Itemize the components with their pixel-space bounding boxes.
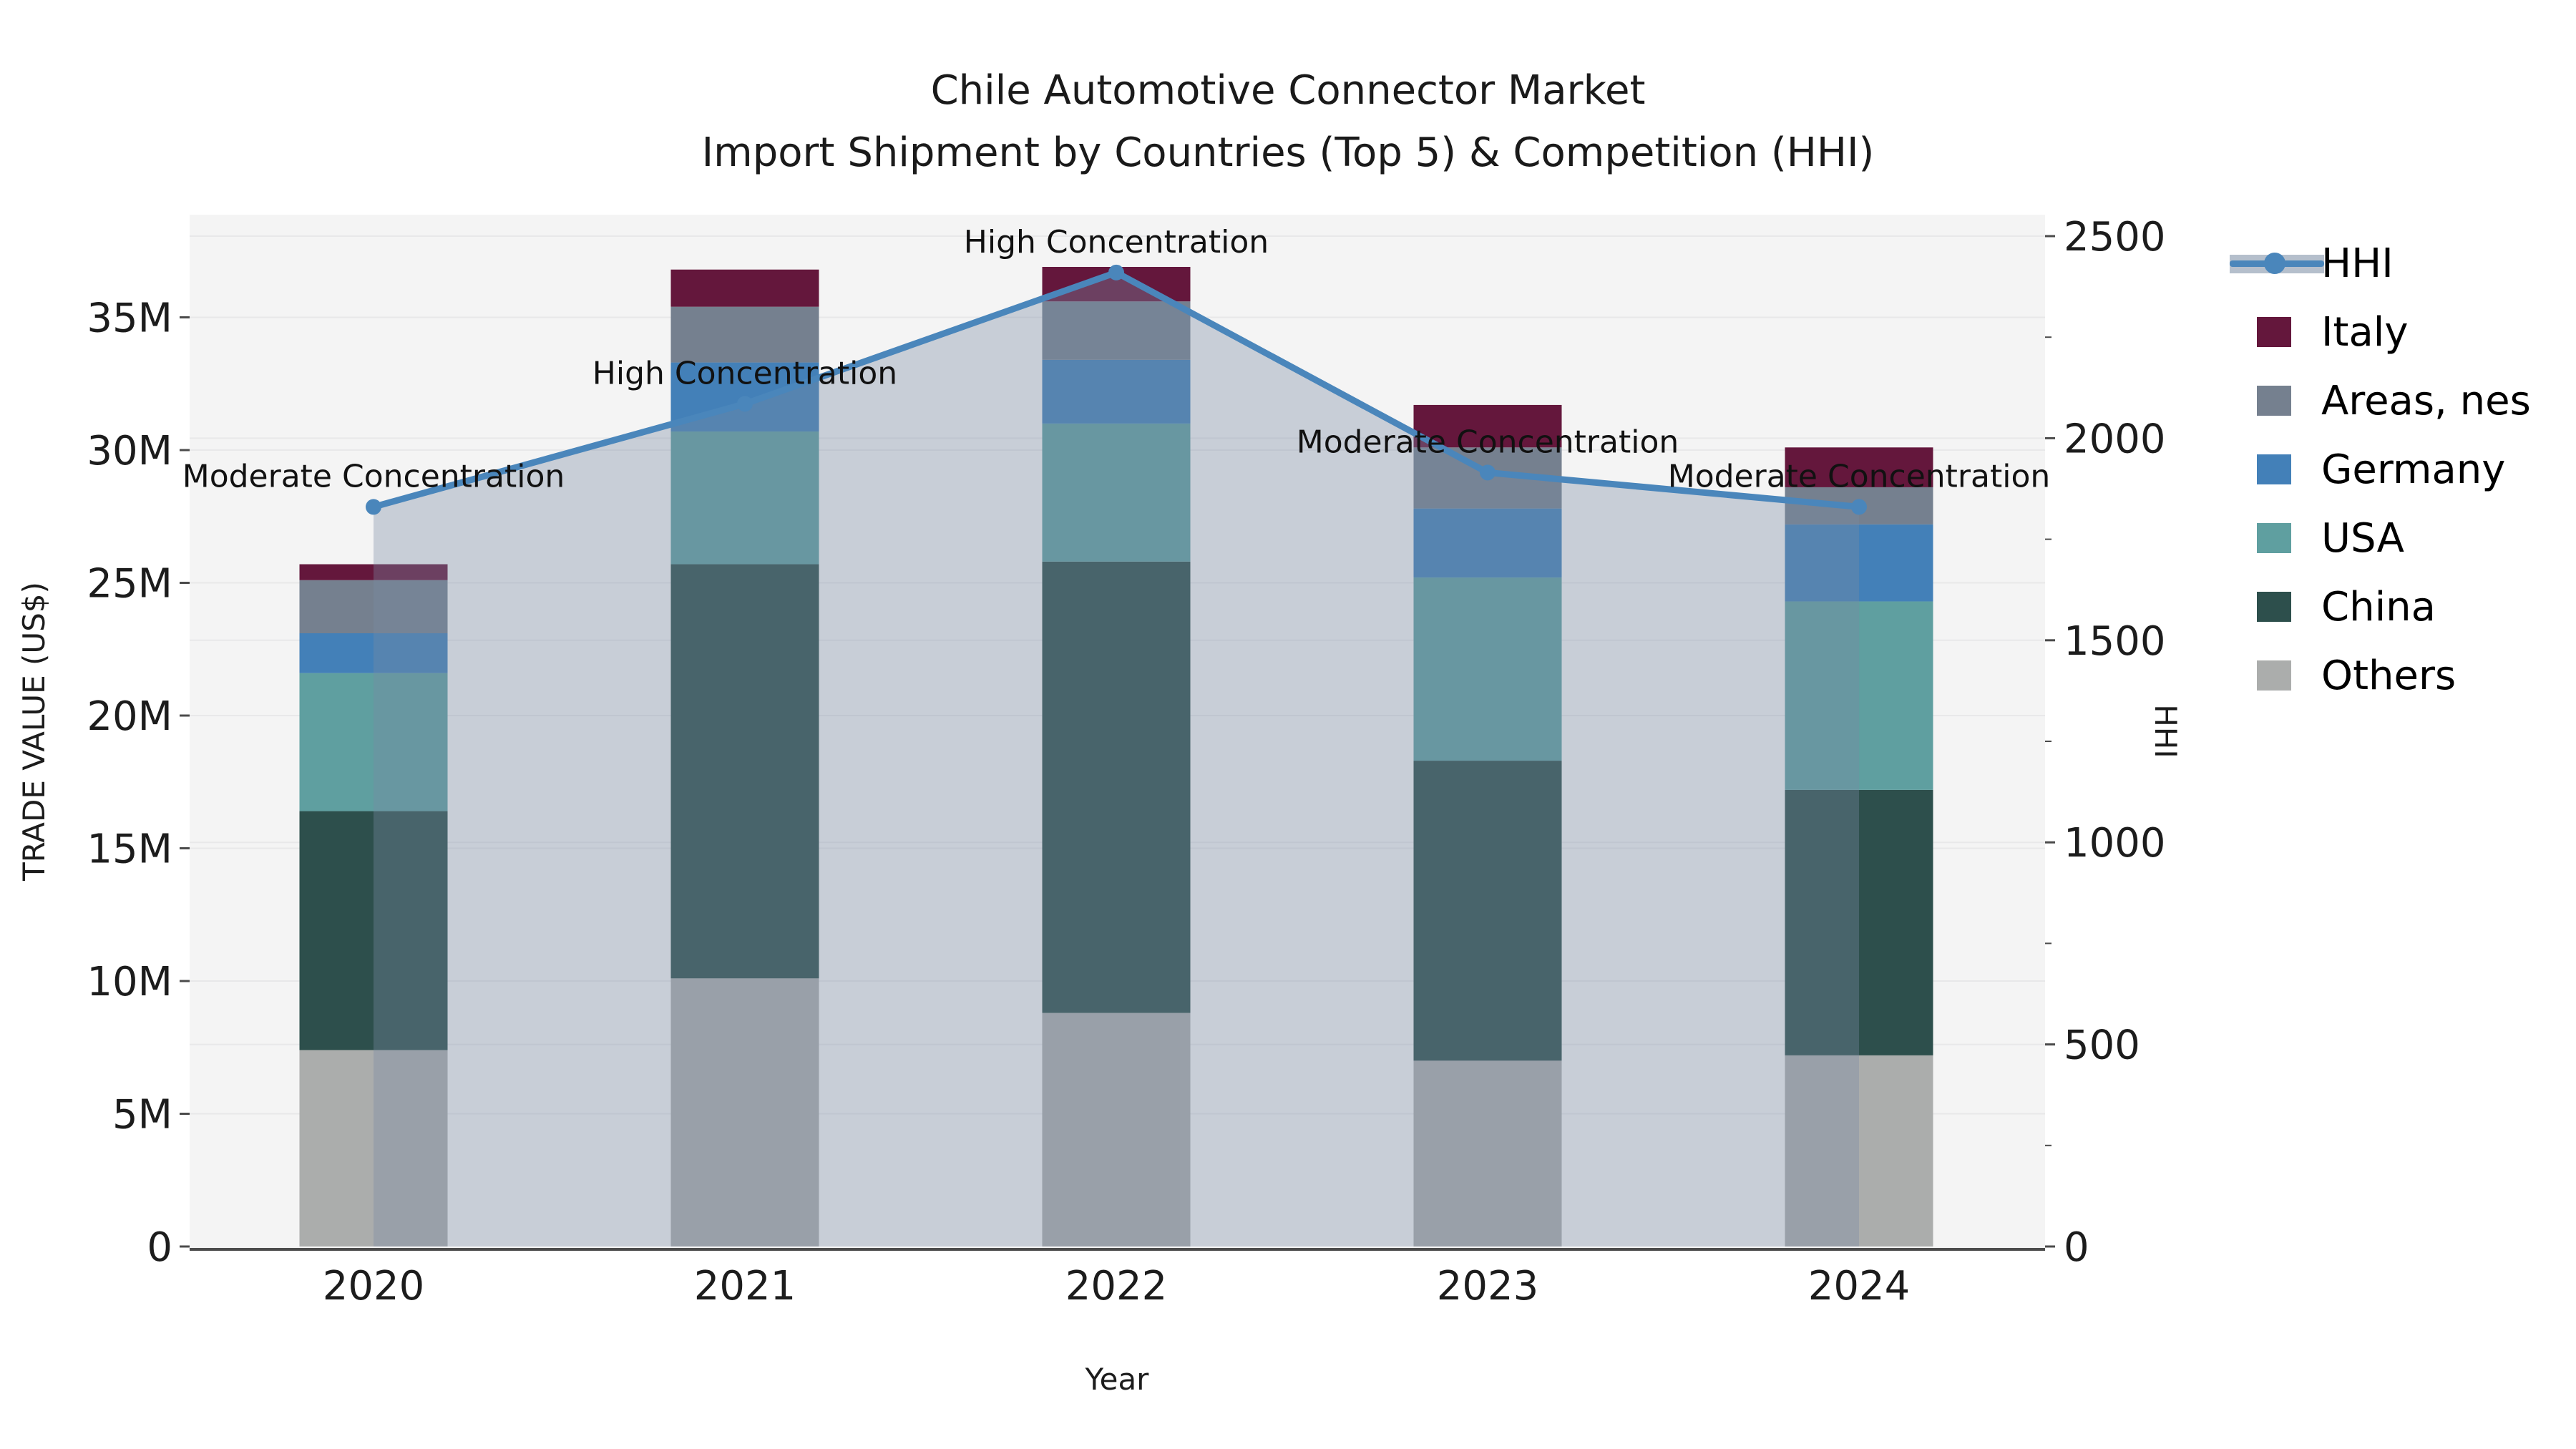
bar-segment-areas-nes-2020 [299, 580, 448, 633]
x-tick-label-2024: 2024 [1808, 1263, 1911, 1309]
bar-segment-italy-2021 [670, 269, 819, 307]
left-tick-label-0: 0 [147, 1224, 172, 1271]
bar-segment-germany-2022 [1042, 359, 1191, 424]
color-swatch-icon-usa [2240, 504, 2308, 572]
left-tick-label-35M: 35M [87, 296, 172, 342]
color-swatch-others [2257, 660, 2291, 691]
bar-segment-usa-2022 [1042, 423, 1191, 562]
legend-item-china: China [2240, 572, 2531, 641]
bar-segment-china-2024 [1785, 789, 1933, 1055]
legend-item-hhi: HHI [2230, 229, 2531, 298]
hhi-marker-2022 [1108, 264, 1124, 280]
annotation-2021: High Concentration [592, 355, 897, 391]
legend-item-usa: USA [2240, 504, 2531, 572]
annotation-2020: Moderate Concentration [182, 458, 565, 494]
chart-title-line2: Import Shipment by Countries (Top 5) & C… [701, 129, 1875, 176]
x-tick-label-2022: 2022 [1065, 1263, 1168, 1309]
legend-label-china: China [2321, 583, 2436, 630]
bar-segment-others-2021 [670, 978, 819, 1246]
left-tick-label-25M: 25M [87, 561, 172, 608]
annotation-2024: Moderate Concentration [1668, 458, 2051, 494]
color-swatch-icon-germany [2240, 435, 2308, 504]
bar-segment-italy-2024 [1785, 447, 1933, 487]
hhi-line-swatch-icon [2230, 229, 2324, 298]
annotation-2022: High Concentration [964, 224, 1269, 260]
bar-segment-china-2023 [1413, 761, 1562, 1061]
bar-segment-china-2021 [670, 564, 819, 979]
color-swatch-areas-nes [2257, 386, 2291, 416]
bar-segment-germany-2020 [299, 633, 448, 673]
bar-segment-usa-2024 [1785, 601, 1933, 790]
bar-segment-areas-nes-2021 [670, 306, 819, 363]
legend-label-germany: Germany [2321, 446, 2506, 493]
legend-dot [2264, 253, 2285, 274]
right-tick-label-1000: 1000 [2064, 820, 2166, 867]
annotation-2023: Moderate Concentration [1297, 424, 1679, 460]
bar-segment-usa-2023 [1413, 577, 1562, 761]
chart-title-line1: Chile Automotive Connector Market [930, 67, 1646, 114]
legend-label-usa: USA [2321, 514, 2404, 562]
bar-segment-italy-2023 [1413, 404, 1562, 448]
color-swatch-germany [2257, 454, 2291, 484]
legend-label-hhi: HHI [2321, 240, 2394, 287]
color-swatch-italy [2257, 317, 2291, 347]
left-tick-label-15M: 15M [87, 826, 172, 873]
bar-segment-italy-2020 [299, 564, 448, 580]
bar-segment-others-2022 [1042, 1013, 1191, 1246]
legend: HHI Italy Areas, nes Germany USA China Others [2230, 229, 2531, 710]
bar-segment-usa-2021 [670, 431, 819, 565]
hhi-marker-2024 [1851, 499, 1867, 515]
y-axis-title-left: TRADE VALUE (US$) [16, 582, 52, 882]
left-tick-label-20M: 20M [87, 693, 172, 740]
legend-item-italy: Italy [2240, 298, 2531, 366]
bar-segment-china-2022 [1042, 561, 1191, 1013]
bar-segment-china-2020 [299, 811, 448, 1050]
bar-segment-usa-2020 [299, 673, 448, 811]
bar-segment-others-2020 [299, 1050, 448, 1246]
bar-segment-areas-nes-2022 [1042, 301, 1191, 360]
x-tick-label-2023: 2023 [1437, 1263, 1539, 1309]
color-swatch-icon-china [2240, 572, 2308, 641]
right-tick-label-500: 500 [2064, 1023, 2140, 1069]
color-swatch-icon-italy [2240, 298, 2308, 366]
x-tick-label-2020: 2020 [323, 1263, 425, 1309]
x-tick-label-2021: 2021 [694, 1263, 796, 1309]
legend-label-areas-nes: Areas, nes [2321, 377, 2531, 424]
left-tick-label-5M: 5M [112, 1092, 172, 1138]
color-swatch-china [2257, 592, 2291, 622]
hhi-marker-2021 [737, 396, 753, 412]
legend-item-germany: Germany [2240, 435, 2531, 504]
bar-segment-germany-2023 [1413, 508, 1562, 578]
color-swatch-icon-areas-nes [2240, 366, 2308, 435]
left-tick-label-30M: 30M [87, 428, 172, 474]
right-tick-label-0: 0 [2064, 1224, 2089, 1271]
bar-segment-others-2023 [1413, 1060, 1562, 1246]
legend-label-others: Others [2321, 652, 2457, 699]
hhi-area-fill [374, 272, 1859, 1246]
bar-segment-others-2024 [1785, 1055, 1933, 1246]
color-swatch-icon-others [2240, 641, 2308, 710]
color-swatch-usa [2257, 523, 2291, 553]
legend-item-others: Others [2240, 641, 2531, 710]
right-tick-label-2500: 2500 [2064, 214, 2166, 260]
y-axis-title-right: HHI [2148, 704, 2183, 758]
legend-item-areas-nes: Areas, nes [2240, 366, 2531, 435]
left-tick-label-10M: 10M [87, 959, 172, 1005]
bar-segment-germany-2024 [1785, 524, 1933, 602]
legend-label-italy: Italy [2321, 308, 2409, 356]
right-tick-label-1500: 1500 [2064, 618, 2166, 665]
x-axis-title: Year [1085, 1362, 1150, 1397]
right-tick-label-2000: 2000 [2064, 416, 2166, 462]
hhi-marker-2020 [366, 499, 381, 515]
chart-title: Chile Automotive Connector Market Import… [143, 60, 2433, 185]
hhi-marker-2023 [1480, 464, 1496, 481]
